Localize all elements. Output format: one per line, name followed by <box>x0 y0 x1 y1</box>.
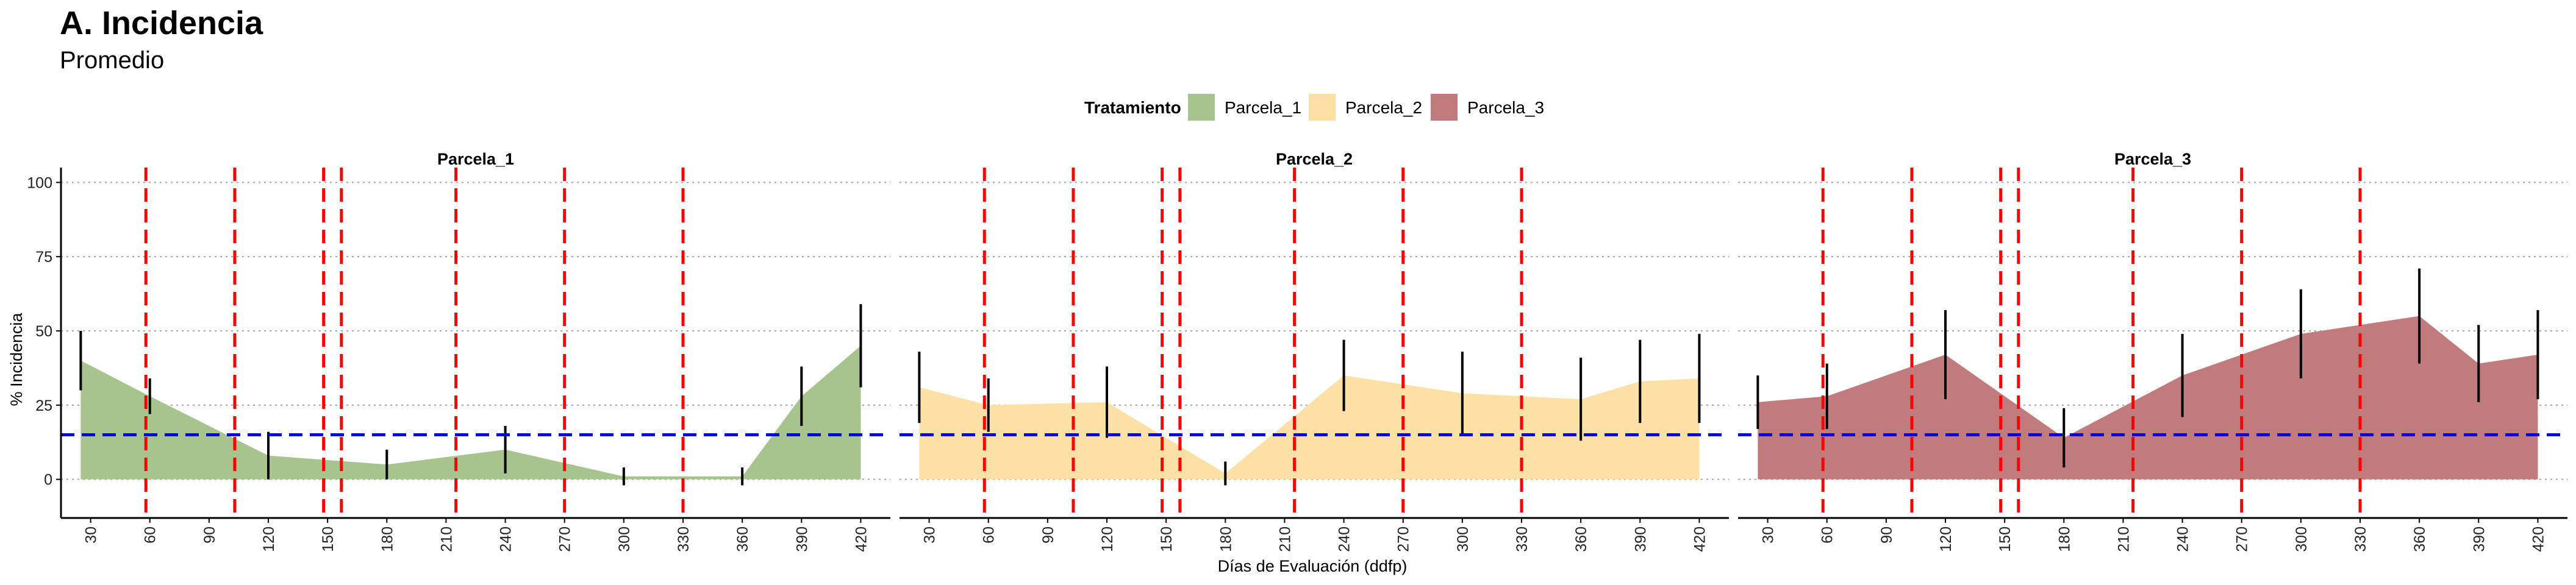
x-tick-label: 300 <box>1454 526 1472 552</box>
x-tick-label: 330 <box>675 526 692 552</box>
x-tick-label: 90 <box>1040 526 1057 544</box>
y-tick-label: 100 <box>27 174 52 191</box>
y-tick-label: 50 <box>35 323 52 340</box>
x-tick-label: 270 <box>2234 526 2251 552</box>
legend-label-2: Parcela_2 <box>1345 98 1422 117</box>
legend-label-1: Parcela_1 <box>1225 98 1301 117</box>
x-tick-label: 180 <box>379 526 396 552</box>
legend-key-3 <box>1431 94 1458 121</box>
legend-key-1 <box>1188 94 1215 121</box>
x-tick-label: 60 <box>1819 526 1836 544</box>
strip-label: Parcela_2 <box>1276 150 1353 168</box>
x-tick-label: 150 <box>1997 526 2014 552</box>
x-tick-label: 150 <box>1158 526 1175 552</box>
x-tick-label: 30 <box>921 526 939 544</box>
y-axis-label: % Incidencia <box>7 312 26 406</box>
panel-2: Parcela_2 30 60 90 120 150 180 210 240 270 300 330 3… <box>900 150 1729 552</box>
x-tick-label: 180 <box>2056 526 2073 552</box>
series-area <box>919 375 1700 480</box>
x-tick-label: 210 <box>2115 526 2132 552</box>
chart-title: A. Incidencia <box>60 5 263 41</box>
x-tick-label: 30 <box>83 526 100 544</box>
x-axis-label: Días de Evaluación (ddfp) <box>1218 557 1408 575</box>
series-area <box>1758 316 2538 480</box>
strip-label: Parcela_3 <box>2114 150 2191 168</box>
x-tick-label: 180 <box>1217 526 1234 552</box>
x-tick-label: 420 <box>853 526 870 552</box>
x-tick-label: 330 <box>2352 526 2369 552</box>
x-tick-label: 360 <box>1573 526 1590 552</box>
x-tick-label: 60 <box>981 526 998 544</box>
y-tick-label: 75 <box>35 249 52 266</box>
x-tick-label: 300 <box>2293 526 2310 552</box>
chart-subtitle: Promedio <box>60 47 164 74</box>
legend-key-2 <box>1309 94 1336 121</box>
x-tick-label: 210 <box>1276 526 1293 552</box>
y-tick-label: 0 <box>44 472 52 489</box>
x-tick-label: 120 <box>1937 526 1955 552</box>
legend-title: Tratamiento <box>1084 98 1181 117</box>
x-tick-label: 390 <box>1632 526 1649 552</box>
y-tick-label: 25 <box>35 397 52 414</box>
strip-label: Parcela_1 <box>437 150 514 168</box>
x-tick-label: 150 <box>320 526 337 552</box>
x-tick-label: 60 <box>142 526 159 544</box>
panel-3: Parcela_3 30 60 90 120 150 180 210 240 270 300 330 3… <box>1738 150 2567 552</box>
x-tick-label: 390 <box>793 526 810 552</box>
x-tick-label: 420 <box>2530 526 2547 552</box>
x-tick-label: 330 <box>1514 526 1531 552</box>
series-area <box>80 346 861 480</box>
x-tick-label: 120 <box>1099 526 1116 552</box>
x-tick-label: 90 <box>201 526 218 544</box>
x-tick-label: 240 <box>1336 526 1353 552</box>
x-tick-label: 90 <box>1878 526 1895 544</box>
x-tick-label: 270 <box>1395 526 1412 552</box>
legend-label-3: Parcela_3 <box>1467 98 1544 117</box>
x-tick-label: 240 <box>2175 526 2192 552</box>
x-tick-label: 30 <box>1760 526 1777 544</box>
panel-1: Parcela_1 0 25 50 75 100 30 60 90 120 150 180 210 240… <box>27 150 890 552</box>
x-tick-label: 300 <box>616 526 633 552</box>
facet-panels: Parcela_1 0 25 50 75 100 30 60 90 120 150 180 210 240… <box>27 150 2567 552</box>
x-tick-label: 120 <box>260 526 277 552</box>
x-tick-label: 360 <box>734 526 751 552</box>
x-tick-label: 270 <box>557 526 574 552</box>
x-tick-label: 420 <box>1691 526 1708 552</box>
legend: Tratamiento Parcela_1 Parcela_2 Parcela_3 <box>1084 94 1544 121</box>
x-tick-label: 390 <box>2470 526 2488 552</box>
x-tick-label: 240 <box>498 526 515 552</box>
x-tick-label: 210 <box>438 526 455 552</box>
x-tick-label: 360 <box>2411 526 2428 552</box>
